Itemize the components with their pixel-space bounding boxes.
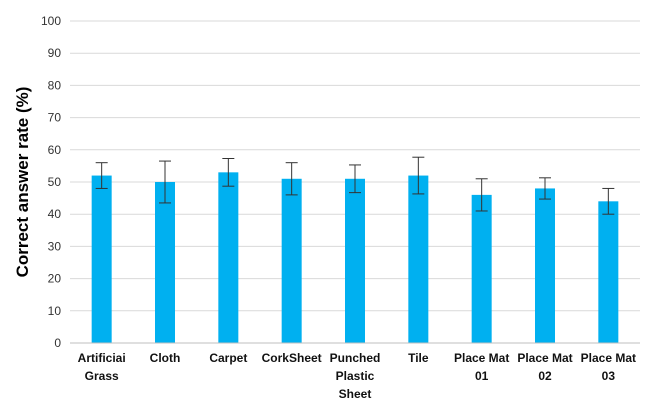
- x-tick-label-line: CorkSheet: [262, 351, 322, 365]
- error-bars: [95, 156, 615, 215]
- error-bar: [222, 157, 235, 187]
- error-bar: [412, 156, 425, 195]
- x-tick-label-line: Punched: [330, 351, 381, 365]
- x-tick-label-line: 02: [538, 369, 552, 383]
- x-tick-label-line: Grass: [85, 369, 119, 383]
- bar: [471, 194, 492, 343]
- bar: [155, 182, 175, 343]
- error-bar: [349, 164, 361, 194]
- error-bar: [95, 162, 108, 189]
- x-tick-label: Cloth: [150, 351, 181, 365]
- y-tick-label: 60: [48, 143, 62, 157]
- error-bar: [285, 162, 298, 196]
- x-tick-label-line: Plastic: [336, 369, 375, 383]
- bar: [535, 188, 555, 343]
- bar: [598, 201, 619, 343]
- x-tick-label: Carpet: [209, 351, 247, 365]
- x-tick-label-line: Sheet: [339, 387, 372, 401]
- y-tick-label: 0: [54, 336, 61, 350]
- bar: [281, 178, 302, 343]
- y-tick-label: 20: [48, 272, 62, 286]
- y-tick-label: 90: [48, 46, 62, 60]
- y-tick-label: 100: [41, 14, 61, 28]
- x-tick-label-line: 01: [475, 369, 489, 383]
- y-tick-label: 30: [48, 239, 62, 253]
- y-tick-label: 50: [48, 175, 62, 189]
- x-tick-label: Tile: [408, 351, 429, 365]
- x-tick-label: Punched Plastic Sheet: [330, 351, 381, 401]
- x-category-labels: Artificiai Grass Cloth Carpet CorkSheet Punch…: [78, 351, 636, 401]
- bar: [345, 178, 365, 343]
- x-tick-label: Place Mat 01: [454, 351, 509, 383]
- x-tick-label-line: Place Mat: [581, 351, 636, 365]
- x-tick-label-line: Carpet: [209, 351, 247, 365]
- x-tick-label-line: Place Mat: [517, 351, 572, 365]
- bar: [218, 172, 239, 343]
- x-tick-label: Place Mat 03: [581, 351, 636, 383]
- x-tick-label-line: Place Mat: [454, 351, 509, 365]
- y-tick-labels: 0 10 20 30 40 50 60 70 80 90 100: [41, 14, 61, 350]
- y-tick-label: 70: [48, 111, 62, 125]
- bar: [91, 175, 112, 343]
- error-bar: [539, 177, 551, 200]
- bar: [408, 175, 429, 343]
- x-tick-label-line: Cloth: [150, 351, 181, 365]
- x-tick-label-line: 03: [602, 369, 616, 383]
- y-tick-label: 80: [48, 78, 62, 92]
- y-axis-title: Correct answer rate (%): [13, 87, 32, 278]
- x-tick-label-line: Artificiai: [78, 351, 126, 365]
- error-bar: [602, 187, 615, 215]
- y-tick-label: 10: [48, 304, 62, 318]
- x-tick-label: CorkSheet: [262, 351, 322, 365]
- bars: [91, 172, 619, 343]
- y-tick-label: 40: [48, 207, 62, 221]
- error-bar: [159, 160, 171, 204]
- x-tick-label: Place Mat 02: [517, 351, 572, 383]
- x-tick-label: Artificiai Grass: [78, 351, 126, 383]
- error-bar: [475, 178, 488, 212]
- x-tick-label-line: Tile: [408, 351, 429, 365]
